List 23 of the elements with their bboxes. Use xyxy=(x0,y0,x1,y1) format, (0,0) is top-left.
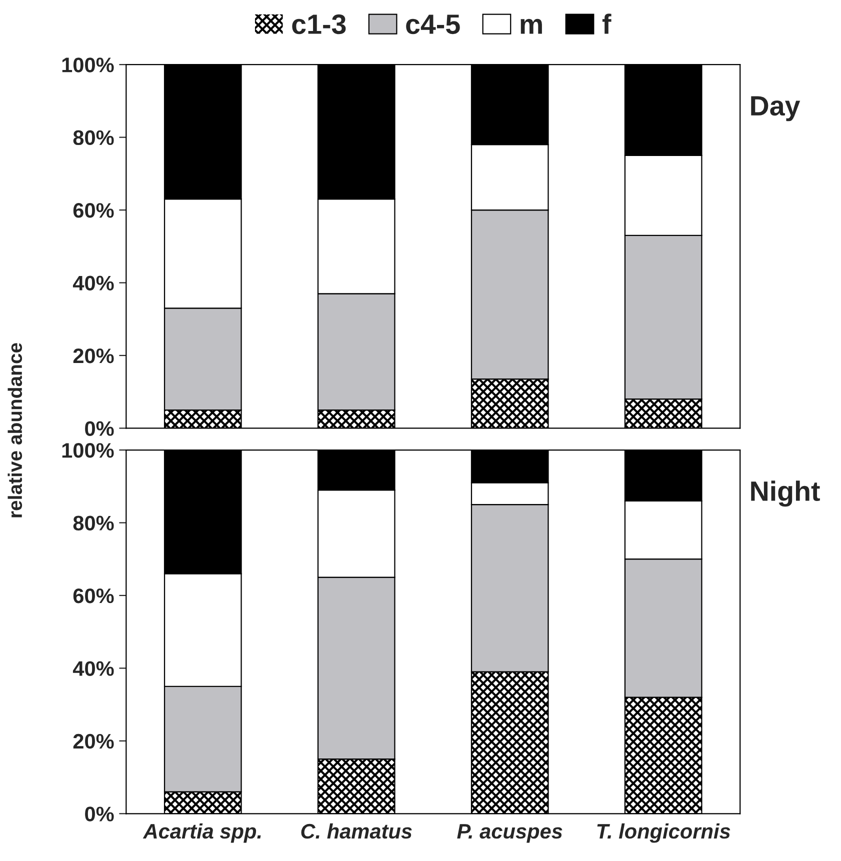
y-tick-label: 20% xyxy=(73,734,114,749)
y-tick-label: 0% xyxy=(85,421,114,436)
legend-label: c1-3 xyxy=(292,14,346,34)
y-axis-title: relative abundance xyxy=(8,343,22,518)
y-tick-label: 60% xyxy=(73,588,114,604)
y-tick-label: 0% xyxy=(85,806,114,822)
legend-label: f xyxy=(602,14,612,34)
x-tick-label: C. hamatus xyxy=(301,823,412,839)
y-tick-label: 100% xyxy=(62,443,114,458)
y-tick-label: 20% xyxy=(73,348,114,364)
y-tick-label: 100% xyxy=(62,58,114,72)
text: Day xyxy=(751,96,800,122)
legend-label: c4-5 xyxy=(406,14,460,34)
x-tick-label: P. acuspes xyxy=(457,824,562,843)
legend-label: m xyxy=(520,18,542,34)
y-tick-label: 40% xyxy=(72,661,114,676)
y-tick-label: 80% xyxy=(73,516,114,530)
y-tick-label: 80% xyxy=(73,130,114,146)
x-tick-label: Acartia spp. xyxy=(142,823,261,843)
text: Night xyxy=(751,480,820,507)
y-tick-label: 60% xyxy=(73,203,114,218)
y-tick-label: 40% xyxy=(72,276,114,291)
x-tick-label: T. longicornis xyxy=(597,823,730,843)
